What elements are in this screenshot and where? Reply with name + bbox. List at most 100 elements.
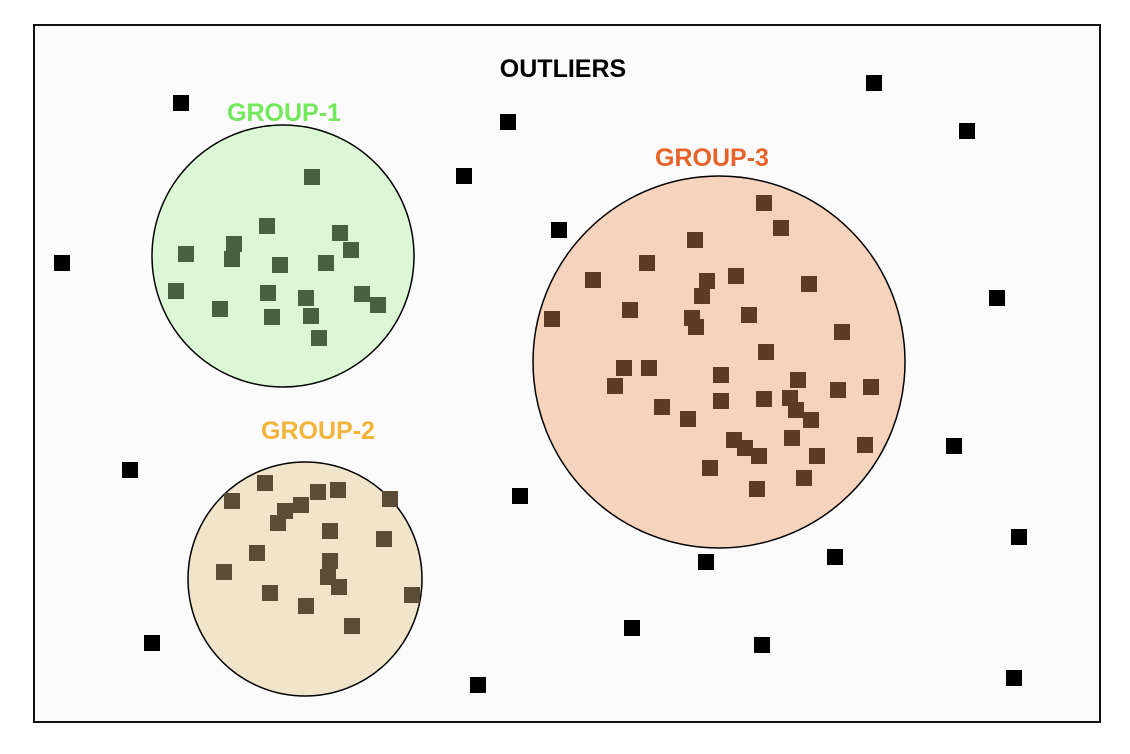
group-3-point-15 <box>834 324 850 340</box>
group-3-point-37 <box>702 460 718 476</box>
group-3-point-4 <box>639 255 655 271</box>
group-1-point-7 <box>343 242 359 258</box>
outlier-point-16 <box>624 620 640 636</box>
group-3-point-17 <box>616 360 632 376</box>
group-3-point-26 <box>756 391 772 407</box>
group-1-point-17 <box>303 308 319 324</box>
outlier-point-13 <box>827 549 843 565</box>
group-2-label: GROUP-2 <box>261 417 375 445</box>
outlier-point-17 <box>754 637 770 653</box>
group-1-point-8 <box>272 257 288 273</box>
outlier-point-18 <box>470 677 486 693</box>
group-3-point-2 <box>773 220 789 236</box>
outlier-point-15 <box>144 635 160 651</box>
group-1-point-4 <box>178 246 194 262</box>
group-3-point-1 <box>756 195 772 211</box>
group-3-point-24 <box>654 399 670 415</box>
group-3-point-11 <box>544 311 560 327</box>
group-2-point-9 <box>322 523 338 539</box>
group-1-point-14 <box>370 297 386 313</box>
group-1-point-12 <box>298 290 314 306</box>
group-1-point-13 <box>354 286 370 302</box>
group-1-point-3 <box>226 236 242 252</box>
group-2-points <box>216 475 420 634</box>
group-3-point-8 <box>694 288 710 304</box>
group-1-point-18 <box>311 330 327 346</box>
group-3-point-5 <box>699 273 715 289</box>
group-3-point-32 <box>737 440 753 456</box>
group-1-point-15 <box>212 301 228 317</box>
group-1-points <box>168 169 386 346</box>
outlier-point-9 <box>122 462 138 478</box>
group-1-point-16 <box>264 309 280 325</box>
outlier-point-4 <box>959 123 975 139</box>
group-3-point-6 <box>728 268 744 284</box>
group-2-point-3 <box>330 482 346 498</box>
group-2-cluster: GROUP-2 <box>187 417 423 697</box>
group-1-point-1 <box>304 169 320 185</box>
group-3-point-18 <box>641 360 657 376</box>
group-2-point-6 <box>293 497 309 513</box>
outlier-point-7 <box>54 255 70 271</box>
group-3-label: GROUP-3 <box>655 144 769 172</box>
group-2-point-5 <box>382 491 398 507</box>
group-2-point-10 <box>376 531 392 547</box>
outlier-point-8 <box>989 290 1005 306</box>
outlier-point-3 <box>866 75 882 91</box>
outlier-point-5 <box>456 168 472 184</box>
group-3-point-14 <box>741 307 757 323</box>
group-1-point-6 <box>332 225 348 241</box>
group-1-label: GROUP-1 <box>227 99 341 127</box>
group-3-point-13 <box>688 319 704 335</box>
group-3-point-36 <box>809 448 825 464</box>
group-2-point-12 <box>322 553 338 569</box>
outlier-point-14 <box>1011 529 1027 545</box>
group-2-point-16 <box>262 585 278 601</box>
group-3-point-23 <box>863 379 879 395</box>
group-3-point-10 <box>622 302 638 318</box>
group-3-point-38 <box>796 470 812 486</box>
group-3-point-34 <box>784 430 800 446</box>
group-3-point-22 <box>830 382 846 398</box>
group-3-point-21 <box>790 372 806 388</box>
group-2-point-18 <box>298 598 314 614</box>
outlier-point-2 <box>500 114 516 130</box>
group-3-circle <box>532 175 906 549</box>
outlier-points <box>54 75 1027 693</box>
group-2-point-1 <box>257 475 273 491</box>
group-2-point-13 <box>216 564 232 580</box>
group-2-point-2 <box>224 493 240 509</box>
group-3-point-25 <box>713 393 729 409</box>
group-3-point-16 <box>758 344 774 360</box>
outlier-point-10 <box>946 438 962 454</box>
group-1-cluster: GROUP-1 <box>151 99 415 388</box>
group-3-points <box>544 195 879 497</box>
group-1-point-11 <box>260 285 276 301</box>
group-3-point-29 <box>680 411 696 427</box>
group-1-point-9 <box>318 255 334 271</box>
outlier-point-1 <box>173 95 189 111</box>
group-2-point-15 <box>331 579 347 595</box>
outlier-point-19 <box>1006 670 1022 686</box>
outliers-title: OUTLIERS <box>500 55 626 83</box>
outlier-point-11 <box>512 488 528 504</box>
group-3-point-39 <box>749 481 765 497</box>
group-3-point-35 <box>857 437 873 453</box>
group-2-circle <box>187 461 423 697</box>
group-2-point-4 <box>310 484 326 500</box>
group-3-cluster: GROUP-3 <box>532 144 906 549</box>
outlier-point-12 <box>698 554 714 570</box>
group-1-point-2 <box>259 218 275 234</box>
outlier-point-6 <box>551 222 567 238</box>
group-1-point-5 <box>224 251 240 267</box>
group-2-point-8 <box>270 515 286 531</box>
group-2-point-19 <box>344 618 360 634</box>
group-3-point-33 <box>751 448 767 464</box>
group-3-point-7 <box>585 272 601 288</box>
group-3-point-3 <box>687 232 703 248</box>
group-3-point-19 <box>713 367 729 383</box>
group-1-point-10 <box>168 283 184 299</box>
group-3-point-20 <box>607 378 623 394</box>
